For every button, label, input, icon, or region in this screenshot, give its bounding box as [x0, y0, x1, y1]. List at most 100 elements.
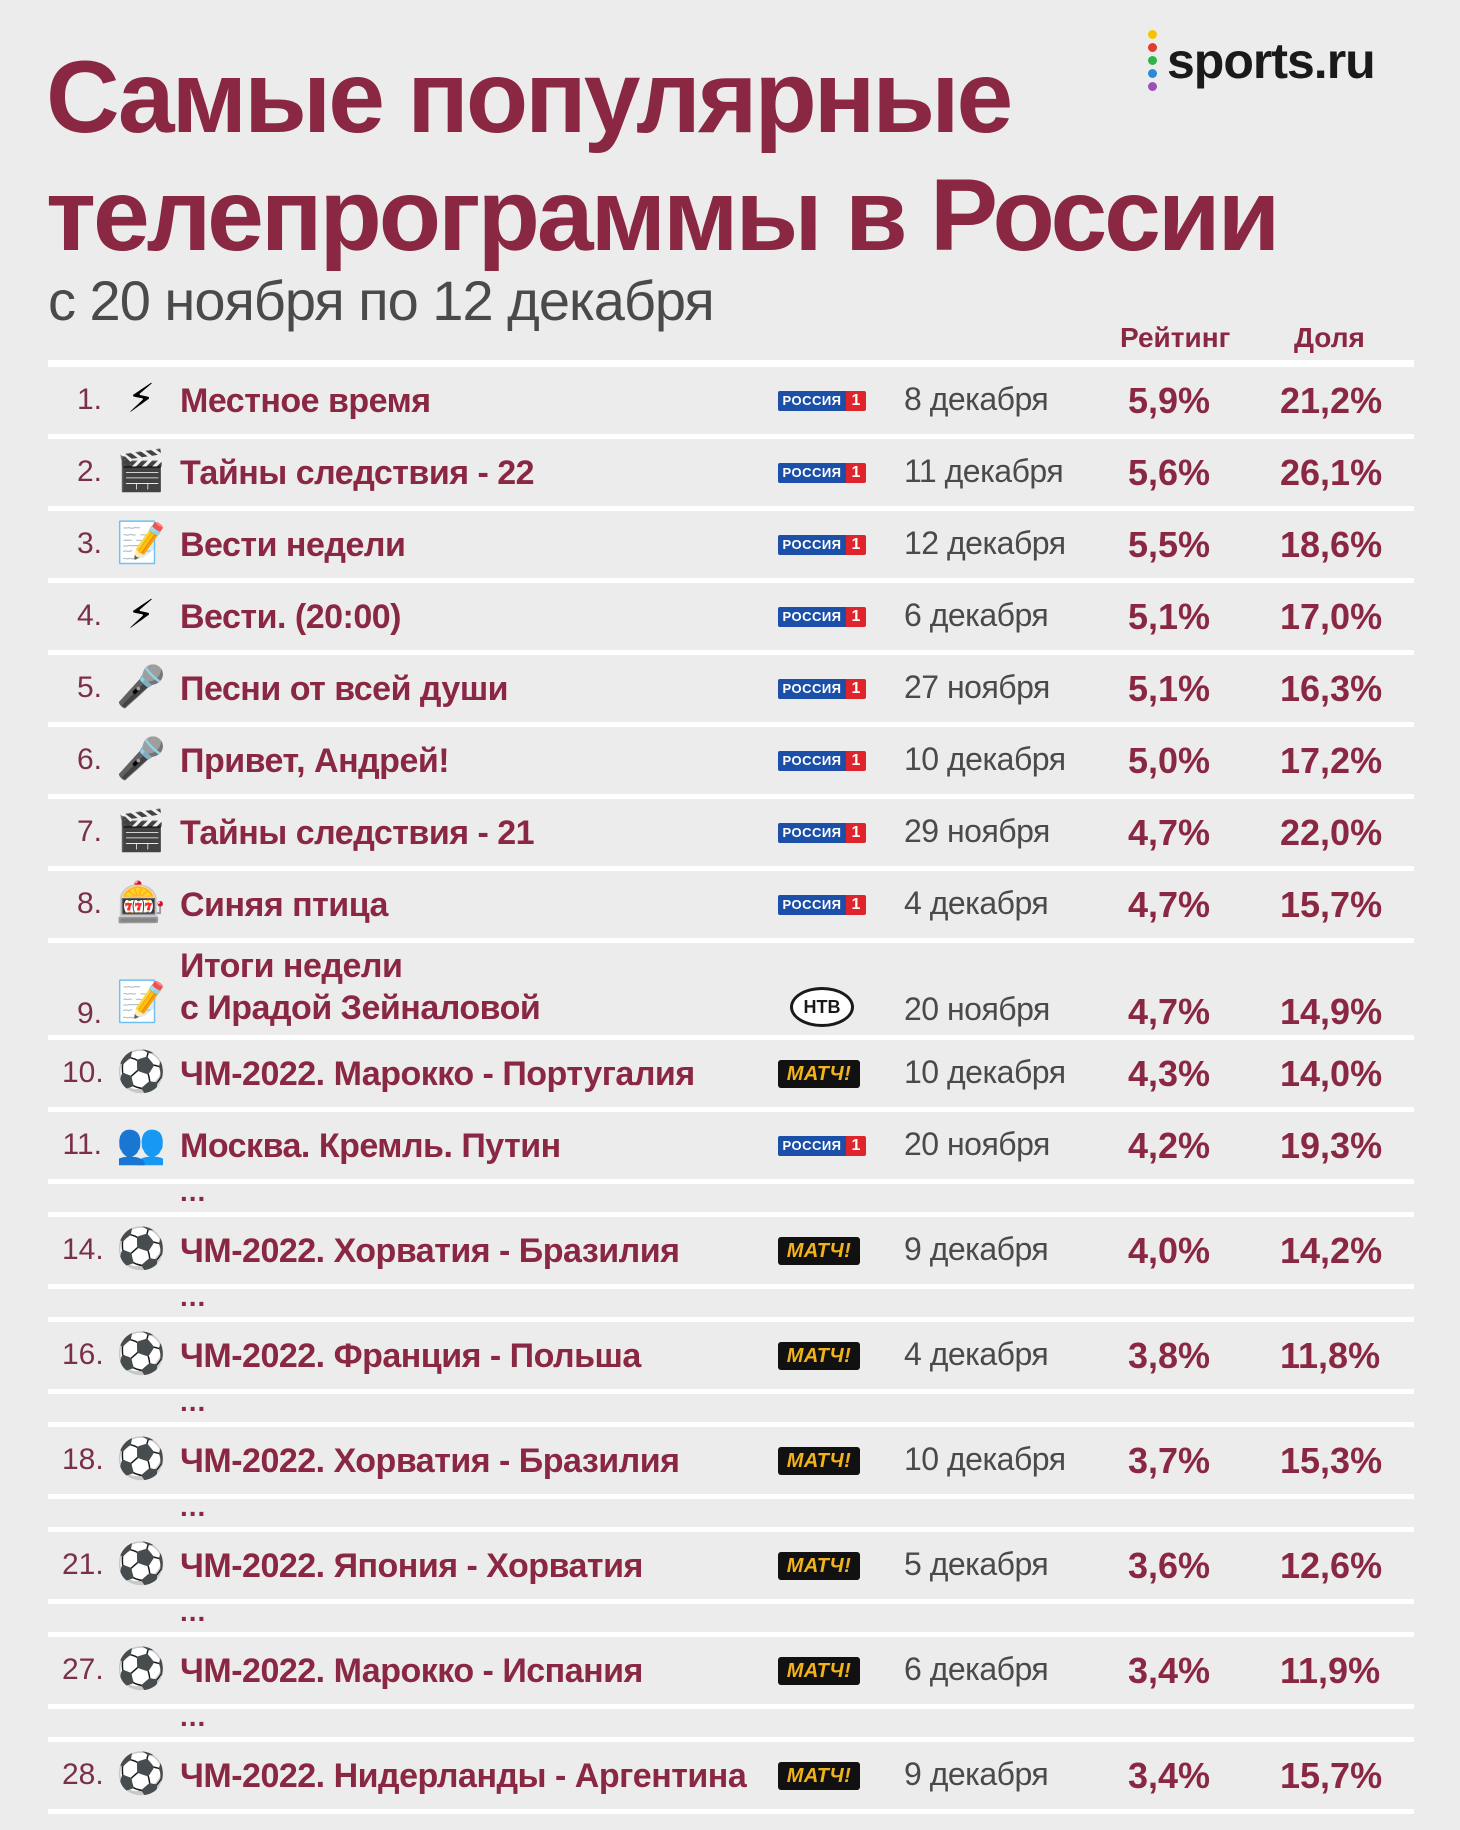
rossiya-word: РОССИЯ — [778, 390, 846, 411]
channel-logo-match: МАТЧ! — [778, 1236, 866, 1265]
skipped-rows-ellipsis: ... — [48, 1281, 1414, 1322]
ratings-table: 1. ⚡ Местное время РОССИЯ 1 8 декабря 5,9% 21,2… — [48, 360, 1414, 1814]
row-rank: 6. — [76, 742, 102, 776]
air-date: 27 ноября — [904, 668, 1050, 705]
row-rank: 4. — [76, 598, 102, 632]
air-date: 5 декабря — [904, 1545, 1049, 1582]
rossiya-number: 1 — [846, 462, 866, 483]
row-rank: 5. — [76, 670, 102, 704]
row-rank: 1. — [76, 382, 102, 416]
title-line-2: телепрограммы в России — [46, 158, 1280, 272]
rating-value: 4,7% — [1128, 883, 1211, 925]
share-value: 15,3% — [1280, 1439, 1383, 1481]
skipped-rows-ellipsis: ... — [48, 1386, 1414, 1427]
share-value: 17,2% — [1280, 739, 1383, 781]
share-value: 14,9% — [1280, 991, 1383, 1032]
share-value: 16,3% — [1280, 667, 1383, 709]
air-date: 8 декабря — [904, 380, 1049, 417]
program-name-line: Москва. Кремль. Путин — [180, 1126, 561, 1165]
channel-logo-match: МАТЧ! — [778, 1656, 866, 1685]
channel-logo-rossiya-1: РОССИЯ 1 — [778, 390, 866, 411]
table-row: 11. 👥 Москва. Кремль. Путин РОССИЯ 1 20 ноябр… — [48, 1112, 1414, 1184]
rating-value: 4,7% — [1128, 811, 1211, 853]
share-value: 14,0% — [1280, 1052, 1383, 1094]
soccer-ball-icon: ⚽ — [116, 1751, 166, 1796]
ellipsis-text: ... — [180, 1176, 207, 1207]
logo-dot — [1148, 82, 1157, 91]
program-name-line: Вести недели — [180, 525, 406, 564]
rossiya-word: РОССИЯ — [778, 678, 846, 699]
share-value: 15,7% — [1280, 883, 1383, 925]
rossiya-word: РОССИЯ — [778, 1135, 846, 1156]
title-line-1: Самые популярные — [46, 40, 1013, 154]
rating-value: 3,7% — [1128, 1439, 1211, 1481]
ellipsis-text: ... — [180, 1281, 207, 1312]
soccer-ball-icon: ⚽ — [116, 1226, 166, 1271]
air-date: 12 декабря — [904, 524, 1066, 561]
rossiya-number: 1 — [846, 1135, 866, 1156]
share-value: 11,9% — [1280, 1649, 1381, 1691]
row-rank: 11. — [62, 1127, 102, 1161]
match-tv-icon: МАТЧ! — [778, 1059, 860, 1088]
logo-dots-icon — [1148, 30, 1157, 91]
program-name: ЧМ-2022. Хорватия - Бразилия — [180, 1440, 680, 1482]
match-tv-icon: МАТЧ! — [778, 1551, 860, 1580]
program-name: Синяя птица — [180, 884, 388, 926]
air-date: 29 ноября — [904, 812, 1050, 849]
row-rank: 8. — [76, 886, 102, 920]
program-name-line: Синяя птица — [180, 885, 388, 924]
channel-logo-rossiya-1: РОССИЯ 1 — [778, 894, 866, 915]
channel-logo-rossiya-1: РОССИЯ 1 — [778, 678, 866, 699]
share-value: 17,0% — [1280, 595, 1383, 637]
rossiya-number: 1 — [846, 534, 866, 555]
channel-logo-match: МАТЧ! — [778, 1761, 866, 1790]
program-name: ЧМ-2022. Франция - Польша — [180, 1335, 641, 1377]
program-name-line: Тайны следствия - 22 — [180, 453, 535, 492]
film-clapper-icon: 🎬 — [116, 808, 166, 853]
table-row: 27. ⚽ ЧМ-2022. Марокко - Испания МАТЧ! 6 дек… — [48, 1637, 1414, 1709]
program-name-line: ЧМ-2022. Хорватия - Бразилия — [180, 1231, 680, 1270]
rossiya-number: 1 — [846, 678, 866, 699]
rating-value: 5,1% — [1128, 595, 1211, 637]
program-name-line: ЧМ-2022. Марокко - Испания — [180, 1651, 643, 1690]
rossiya-1-icon: РОССИЯ 1 — [778, 462, 866, 483]
table-row: 2. 🎬 Тайны следствия - 22 РОССИЯ 1 11 декабря… — [48, 439, 1414, 511]
row-rank: 18. — [62, 1442, 104, 1476]
air-date: 20 ноября — [904, 1125, 1050, 1162]
program-name: Москва. Кремль. Путин — [180, 1125, 561, 1167]
rossiya-1-icon: РОССИЯ 1 — [778, 750, 866, 771]
program-name-line: Тайны следствия - 21 — [180, 813, 535, 852]
logo-dot — [1148, 30, 1157, 39]
rating-value: 3,8% — [1128, 1334, 1211, 1376]
table-row: 21. ⚽ ЧМ-2022. Япония - Хорватия МАТЧ! 5 дек… — [48, 1532, 1414, 1604]
channel-logo-rossiya-1: РОССИЯ 1 — [778, 750, 866, 771]
soccer-ball-icon: ⚽ — [116, 1436, 166, 1481]
rossiya-1-icon: РОССИЯ 1 — [778, 534, 866, 555]
program-name: Итоги недели с Ирадой Зейналовой — [180, 945, 541, 1029]
rating-value: 3,6% — [1128, 1544, 1211, 1586]
microphone-icon: 🎤 — [116, 664, 166, 709]
table-row: 3. 📝 Вести недели РОССИЯ 1 12 декабря 5,5% 18,6… — [48, 511, 1414, 583]
logo-dot — [1148, 56, 1157, 65]
rating-value: 3,4% — [1128, 1649, 1211, 1691]
rossiya-1-icon: РОССИЯ 1 — [778, 678, 866, 699]
rating-value: 4,0% — [1128, 1229, 1211, 1271]
channel-logo-match: МАТЧ! — [778, 1446, 866, 1475]
rossiya-1-icon: РОССИЯ 1 — [778, 390, 866, 411]
table-row: 16. ⚽ ЧМ-2022. Франция - Польша МАТЧ! 4 дека… — [48, 1322, 1414, 1394]
air-date: 9 декабря — [904, 1755, 1049, 1792]
rating-value: 3,4% — [1128, 1754, 1211, 1796]
share-value: 11,8% — [1280, 1334, 1381, 1376]
table-row: 9. 📝 Итоги недели с Ирадой Зейналовой НТВ 20 … — [48, 943, 1414, 1040]
share-value: 18,6% — [1280, 523, 1383, 565]
program-name-line: Привет, Андрей! — [180, 741, 450, 780]
ellipsis-text: ... — [180, 1596, 207, 1627]
table-row: 5. 🎤 Песни от всей души РОССИЯ 1 27 ноября 5,1… — [48, 655, 1414, 727]
share-value: 12,6% — [1280, 1544, 1383, 1586]
table-row: 28. ⚽ ЧМ-2022. Нидерланды - Аргентина МАТЧ!… — [48, 1742, 1414, 1814]
table-row: 14. ⚽ ЧМ-2022. Хорватия - Бразилия МАТЧ! 9 д… — [48, 1217, 1414, 1289]
air-date: 20 ноября — [904, 991, 1050, 1027]
share-value: 19,3% — [1280, 1124, 1383, 1166]
channel-logo-match: МАТЧ! — [778, 1551, 866, 1580]
match-tv-icon: МАТЧ! — [778, 1236, 860, 1265]
